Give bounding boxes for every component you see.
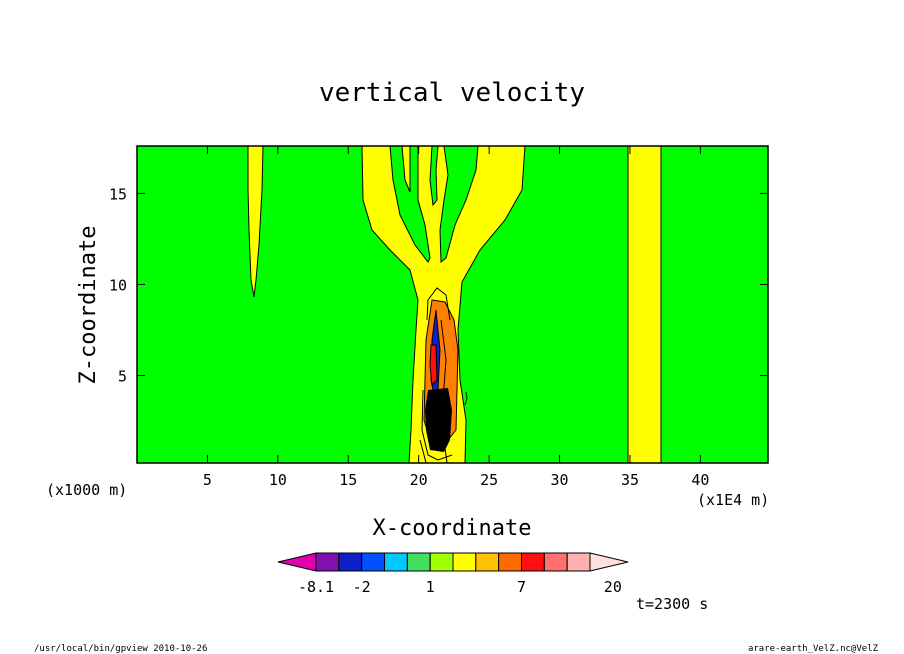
- colorbar-min-arrow: [277, 552, 317, 572]
- y-unit-label: (x1000 m): [46, 481, 127, 499]
- core-red: [429, 344, 438, 387]
- x-tick-label: 10: [269, 471, 287, 489]
- footer-right: arare-earth_VelZ.nc@VelZ: [748, 644, 879, 654]
- colorbar-labels: -8.1 -2 1 7 20: [298, 578, 622, 596]
- y-tick-labels: 5 10 15: [109, 185, 127, 385]
- colorbar-cell: [566, 552, 591, 572]
- updraft-band-left: [247, 145, 264, 298]
- colorbar-cell: [452, 552, 477, 572]
- x-tick-label: 20: [410, 471, 428, 489]
- y-tick-label: 5: [118, 368, 127, 386]
- core-contours: [419, 287, 453, 464]
- y-axis-label: Z-coordinate: [76, 226, 101, 385]
- plume-green-center: [439, 145, 479, 264]
- colorbar-label: 1: [426, 578, 435, 596]
- y-tick-label: 10: [109, 276, 127, 294]
- time-label: t=2300 s: [636, 595, 708, 613]
- x-tick-labels: 5 10 15 20 25 30 35 40: [203, 471, 710, 489]
- core-dark: [425, 388, 452, 452]
- colorbar-cell: [543, 552, 568, 572]
- colorbar-label: 20: [604, 578, 622, 596]
- y-tick-marks: [137, 192, 768, 377]
- colorbar-cell: [406, 552, 431, 572]
- colorbar-label: -8.1: [298, 578, 334, 596]
- colorbar-cell: [361, 552, 385, 572]
- colorbar-label: -2: [353, 578, 371, 596]
- colorbar-cell: [475, 552, 500, 572]
- colorbar-max-arrow: [589, 552, 629, 572]
- x-tick-label: 35: [621, 471, 639, 489]
- x-tick-label: 30: [551, 471, 569, 489]
- x-axis-label: X-coordinate: [373, 516, 532, 541]
- x-tick-label: 40: [691, 471, 709, 489]
- plot-frame: [136, 145, 769, 464]
- edge-feature: [464, 391, 468, 406]
- y-tick-label: 15: [109, 185, 127, 203]
- x-unit-label: (x1E4 m): [697, 491, 769, 509]
- x-tick-label: 25: [480, 471, 498, 489]
- colorbar-label: 7: [517, 578, 526, 596]
- colorbar: [277, 552, 629, 572]
- colorbar-cell: [338, 552, 363, 572]
- footer-left: /usr/local/bin/gpview 2010-10-26: [34, 644, 207, 654]
- colorbar-cell: [315, 552, 340, 572]
- x-tick-label: 15: [339, 471, 357, 489]
- colorbar-cell: [384, 552, 408, 572]
- plot-area: [136, 145, 769, 464]
- chart-title: vertical velocity: [319, 78, 585, 108]
- plume-green-left: [389, 145, 431, 263]
- colorbar-cell: [429, 552, 454, 572]
- updraft-band-right: [627, 145, 662, 464]
- x-tick-label: 5: [203, 471, 212, 489]
- colorbar-cell: [521, 552, 545, 572]
- colorbar-cell: [498, 552, 522, 572]
- x-tick-marks: [206, 146, 701, 463]
